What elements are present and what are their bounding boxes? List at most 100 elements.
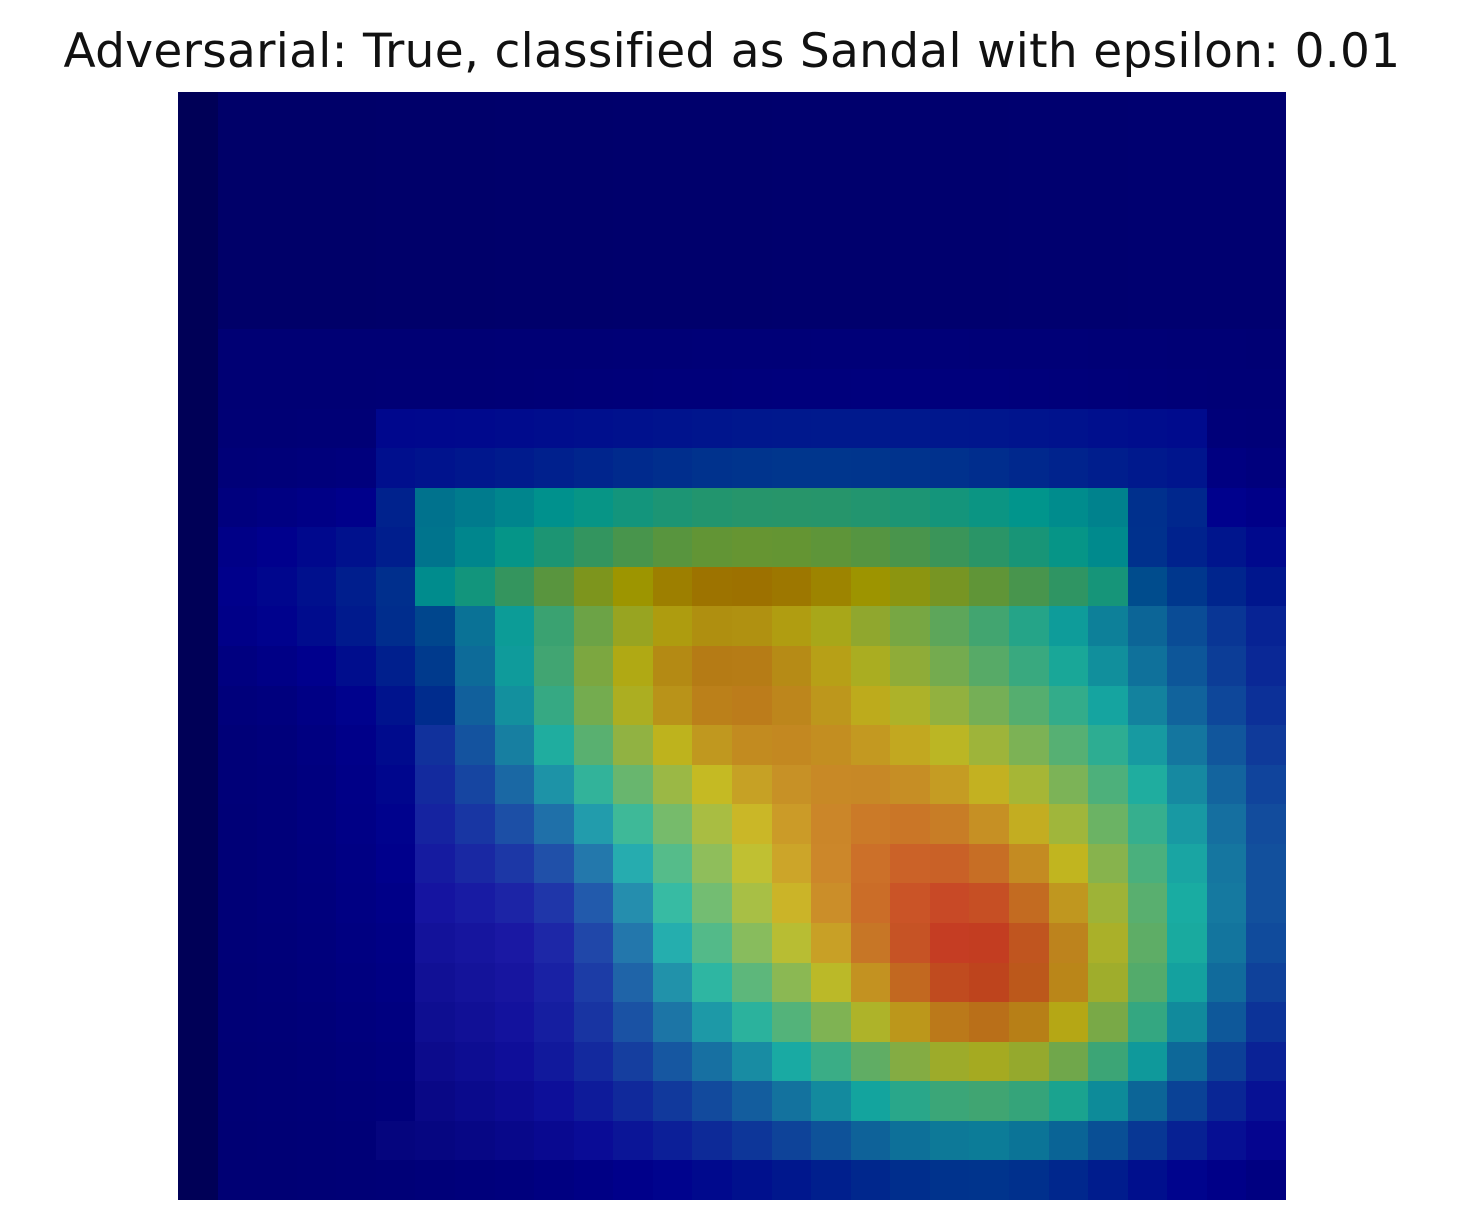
heatmap-pixel [732, 369, 772, 409]
heatmap-pixel [771, 250, 812, 290]
heatmap-pixel [652, 250, 693, 290]
heatmap-pixel [1009, 210, 1049, 251]
heatmap-pixel [494, 843, 535, 884]
heatmap-pixel [415, 1002, 455, 1042]
heatmap-pixel [1167, 843, 1207, 884]
heatmap-pixel [1167, 210, 1207, 251]
heatmap-pixel [652, 1002, 693, 1042]
heatmap-pixel [257, 764, 297, 805]
heatmap-pixel [890, 1041, 930, 1082]
heatmap-pixel [613, 250, 653, 290]
heatmap-pixel [415, 131, 455, 172]
heatmap-pixel [1048, 764, 1089, 805]
heatmap-pixel [178, 369, 218, 409]
heatmap-pixel [217, 210, 258, 251]
heatmap-pixel [1246, 1120, 1286, 1161]
heatmap-pixel [692, 1120, 732, 1161]
heatmap-pixel [1088, 408, 1128, 449]
heatmap-pixel [178, 804, 218, 844]
heatmap-pixel [969, 566, 1009, 607]
heatmap-pixel [692, 764, 732, 805]
heatmap-pixel [771, 1002, 812, 1042]
heatmap-pixel [178, 448, 218, 488]
heatmap-pixel [455, 685, 495, 726]
heatmap-pixel [1048, 289, 1089, 330]
heatmap-pixel [257, 1041, 297, 1082]
heatmap-pixel [1127, 1041, 1168, 1082]
heatmap-pixel [652, 606, 693, 646]
heatmap-pixel [732, 171, 772, 211]
heatmap-pixel [375, 171, 416, 211]
heatmap-pixel [1048, 131, 1089, 172]
heatmap-pixel [771, 606, 812, 646]
heatmap-pixel [613, 210, 653, 251]
heatmap-pixel [771, 408, 812, 449]
heatmap-pixel [929, 171, 970, 211]
heatmap-pixel [732, 725, 772, 765]
heatmap-pixel [1206, 1120, 1247, 1161]
heatmap-pixel [494, 289, 535, 330]
heatmap-pixel [613, 764, 653, 805]
heatmap-grid [178, 92, 1286, 1200]
heatmap-pixel [1206, 725, 1247, 765]
heatmap-pixel [652, 527, 693, 567]
heatmap-pixel [652, 210, 693, 251]
heatmap-pixel [929, 606, 970, 646]
heatmap-pixel [415, 606, 455, 646]
heatmap-pixel [1167, 685, 1207, 726]
heatmap-pixel [1048, 883, 1089, 923]
heatmap-pixel [771, 804, 812, 844]
heatmap-pixel [494, 408, 535, 449]
heatmap-pixel [1246, 566, 1286, 607]
heatmap-pixel [1009, 1041, 1049, 1082]
heatmap-pixel [257, 566, 297, 607]
heatmap-pixel [929, 408, 970, 449]
heatmap-pixel [652, 131, 693, 172]
heatmap-pixel [613, 1041, 653, 1082]
heatmap-pixel [1167, 1120, 1207, 1161]
heatmap-pixel [217, 1002, 258, 1042]
heatmap-pixel [929, 92, 970, 132]
heatmap-pixel [890, 1002, 930, 1042]
heatmap-pixel [257, 1081, 297, 1121]
heatmap-pixel [296, 408, 337, 449]
heatmap-pixel [969, 646, 1009, 686]
heatmap-pixel [494, 448, 535, 488]
heatmap-pixel [415, 962, 455, 1003]
heatmap-pixel [336, 289, 376, 330]
heatmap-pixel [1167, 566, 1207, 607]
heatmap-pixel [257, 685, 297, 726]
heatmap-pixel [969, 962, 1009, 1003]
heatmap-pixel [375, 487, 416, 528]
heatmap-pixel [1088, 527, 1128, 567]
heatmap-pixel [375, 725, 416, 765]
heatmap-pixel [1088, 1160, 1128, 1200]
heatmap-pixel [375, 843, 416, 884]
heatmap-pixel [455, 527, 495, 567]
heatmap-pixel [375, 646, 416, 686]
heatmap-pixel [1246, 487, 1286, 528]
heatmap-pixel [1088, 883, 1128, 923]
heatmap-pixel [296, 566, 337, 607]
heatmap-pixel [692, 962, 732, 1003]
heatmap-pixel [375, 1160, 416, 1200]
heatmap-pixel [929, 764, 970, 805]
heatmap-pixel [217, 1041, 258, 1082]
heatmap-pixel [178, 92, 218, 132]
heatmap-pixel [296, 804, 337, 844]
heatmap-pixel [415, 566, 455, 607]
heatmap-pixel [771, 1120, 812, 1161]
heatmap-pixel [534, 646, 574, 686]
heatmap-pixel [1009, 171, 1049, 211]
heatmap-pixel [455, 131, 495, 172]
heatmap-pixel [1009, 131, 1049, 172]
heatmap-pixel [890, 527, 930, 567]
heatmap-pixel [415, 487, 455, 528]
heatmap-pixel [692, 685, 732, 726]
heatmap-pixel [1127, 962, 1168, 1003]
heatmap-pixel [1167, 408, 1207, 449]
heatmap-pixel [217, 646, 258, 686]
heatmap-pixel [692, 843, 732, 884]
heatmap-pixel [692, 92, 732, 132]
heatmap-pixel [1009, 1160, 1049, 1200]
